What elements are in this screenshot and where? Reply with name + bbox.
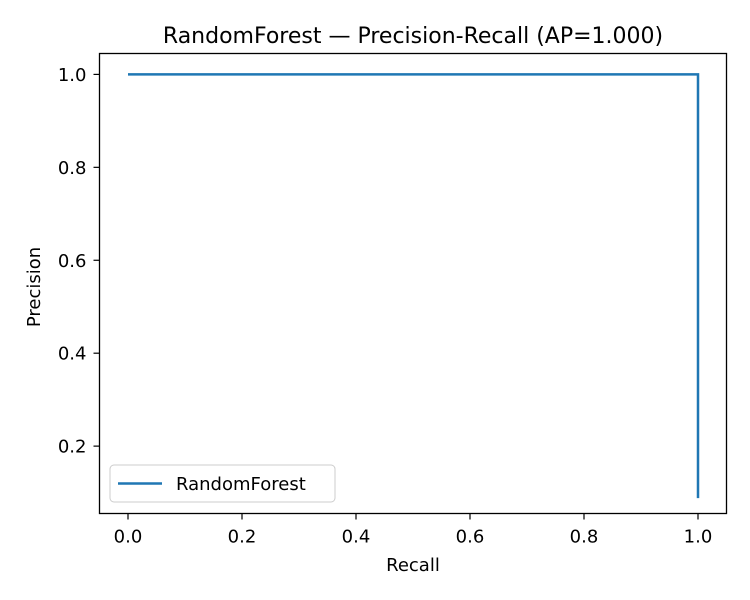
legend: RandomForest bbox=[109, 464, 336, 503]
legend-box bbox=[109, 464, 336, 503]
x-axis-label: Recall bbox=[386, 555, 440, 576]
legend-label: RandomForest bbox=[176, 474, 306, 495]
y-tick-label: 0.8 bbox=[58, 158, 87, 179]
y-axis-ticks: 0.2 0.4 0.6 0.8 1.0 bbox=[58, 65, 100, 458]
x-tick-label: 0.6 bbox=[456, 527, 485, 548]
chart-title: RandomForest — Precision-Recall (AP=1.00… bbox=[163, 24, 663, 49]
y-tick-label: 0.6 bbox=[58, 251, 87, 272]
y-axis-label: Precision bbox=[24, 247, 45, 327]
x-tick-label: 0.4 bbox=[342, 527, 371, 548]
axes-frame bbox=[98, 52, 728, 515]
plot-area bbox=[128, 73, 700, 499]
series-line-0 bbox=[128, 73, 700, 499]
x-tick-label: 1.0 bbox=[684, 527, 713, 548]
x-tick-label: 0.2 bbox=[228, 527, 257, 548]
x-axis-ticks: 0.0 0.2 0.4 0.6 0.8 1.0 bbox=[114, 513, 713, 548]
y-tick-label: 1.0 bbox=[58, 65, 87, 86]
y-tick-label: 0.4 bbox=[58, 344, 87, 365]
y-tick-label: 0.2 bbox=[58, 437, 87, 458]
x-tick-label: 0.8 bbox=[570, 527, 599, 548]
x-tick-label: 0.0 bbox=[114, 527, 143, 548]
